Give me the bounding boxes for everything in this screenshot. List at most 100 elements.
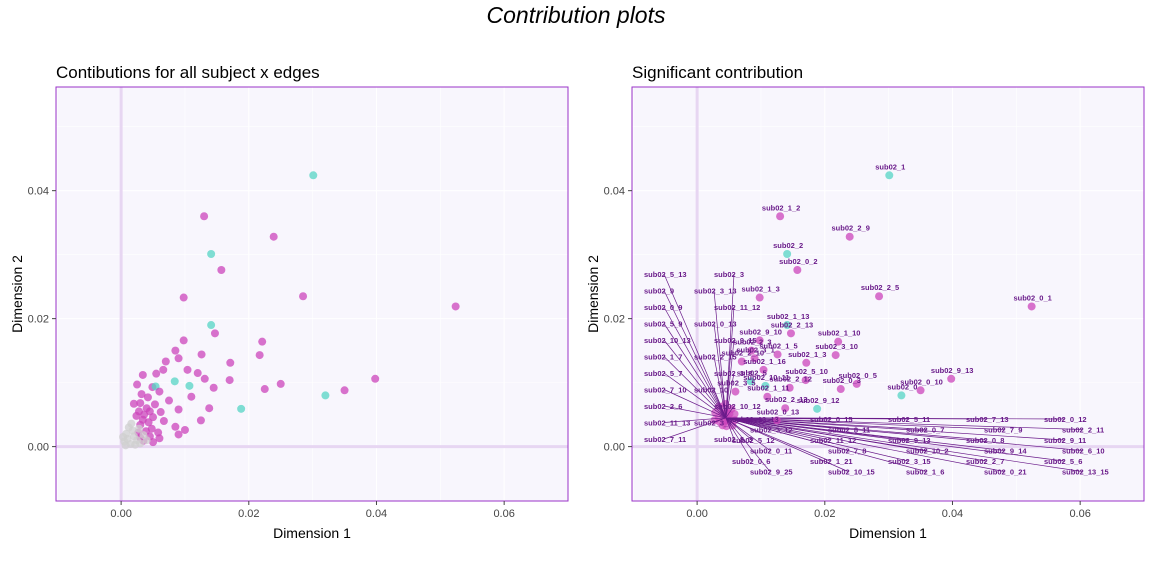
point-label: sub02_0_9 bbox=[644, 303, 682, 312]
label-segment bbox=[725, 417, 771, 472]
point-label: sub02_9_12 bbox=[797, 396, 840, 405]
point-label: sub02_9_10 bbox=[739, 327, 782, 336]
plot-border bbox=[55, 86, 569, 502]
x-tick-label: 0.06 bbox=[493, 508, 514, 520]
label-segment bbox=[725, 339, 735, 418]
data-point bbox=[193, 369, 202, 378]
data-point bbox=[209, 383, 218, 392]
point-label: sub02_0_12 bbox=[1044, 415, 1087, 424]
point-label: sub02_3_1 bbox=[736, 345, 774, 354]
point-label: sub02_1_16 bbox=[743, 357, 786, 366]
y-tick-label: 0.00 bbox=[28, 442, 49, 454]
point-label: sub02_5_7 bbox=[644, 369, 682, 378]
data-point bbox=[156, 408, 165, 417]
point-label: sub02_7_9 bbox=[984, 426, 1022, 435]
data-point bbox=[731, 387, 740, 396]
label-segment bbox=[663, 372, 727, 419]
label-segment bbox=[663, 356, 727, 419]
data-point bbox=[802, 358, 811, 367]
data-point bbox=[159, 417, 168, 426]
label-segment bbox=[725, 417, 849, 472]
data-point bbox=[187, 392, 196, 401]
data-point bbox=[200, 212, 209, 221]
label-segment bbox=[725, 417, 1005, 472]
point-label: sub02_5_11 bbox=[888, 415, 930, 424]
point-label: sub02_5 bbox=[737, 368, 767, 377]
data-point bbox=[309, 171, 318, 180]
plot-border bbox=[631, 86, 1145, 502]
data-point bbox=[761, 381, 770, 390]
point-label: sub02_1_3 bbox=[788, 350, 826, 359]
y-tick-label: 0.02 bbox=[28, 314, 49, 326]
data-point bbox=[121, 441, 130, 450]
point-label: sub02_2_13 bbox=[771, 320, 814, 329]
point-label: sub02_5_9 bbox=[644, 320, 682, 329]
data-point bbox=[159, 365, 168, 374]
point-label: sub02_2_12 bbox=[769, 375, 812, 384]
label-segment bbox=[663, 306, 727, 418]
point-label: sub02_2_11 bbox=[1062, 426, 1104, 435]
label-segment bbox=[725, 417, 753, 441]
data-point bbox=[237, 404, 246, 413]
data-point bbox=[776, 212, 785, 221]
data-point bbox=[916, 386, 925, 395]
data-point bbox=[783, 250, 792, 259]
data-point bbox=[142, 436, 151, 445]
point-label: sub02_0_8 bbox=[966, 436, 1004, 445]
point-label: sub02_7_13 bbox=[966, 415, 1009, 424]
point-label: sub02_9_25 bbox=[750, 468, 793, 477]
point-label: sub02_7_10 bbox=[644, 386, 687, 395]
data-point bbox=[836, 385, 845, 394]
data-point bbox=[207, 321, 216, 330]
point-label: sub02_0_13 bbox=[694, 320, 737, 329]
data-point bbox=[276, 379, 285, 388]
point-label: sub02_3_10 bbox=[815, 342, 858, 351]
label-segment bbox=[663, 417, 726, 440]
point-label: sub02_0_7 bbox=[906, 426, 944, 435]
data-point bbox=[174, 430, 183, 439]
data-point bbox=[210, 329, 219, 338]
point-label: sub02_9_14 bbox=[984, 447, 1027, 456]
point-label: sub02_11_12 bbox=[714, 303, 760, 312]
point-label: sub02_2_7 bbox=[966, 457, 1004, 466]
point-label: sub02_2_3 bbox=[733, 338, 771, 347]
point-label: sub02_1_6 bbox=[906, 468, 944, 477]
point-label: sub02_5_12 bbox=[732, 436, 775, 445]
cluster-point bbox=[725, 410, 734, 419]
point-label: sub02_1_21 bbox=[810, 457, 853, 466]
data-point bbox=[746, 377, 755, 386]
data-point bbox=[144, 418, 153, 427]
point-label: sub02_3_15 bbox=[888, 457, 931, 466]
label-segments bbox=[663, 273, 1083, 472]
data-point bbox=[171, 346, 180, 355]
label-segment bbox=[725, 417, 1005, 430]
panel-1: Contibutions for all subject x edges 0.00… bbox=[9, 63, 569, 541]
y-tick-label: 0.00 bbox=[604, 442, 625, 454]
point-label: sub02_7_11 bbox=[644, 435, 686, 444]
data-point bbox=[755, 293, 764, 302]
data-point bbox=[897, 391, 906, 400]
data-point bbox=[947, 374, 956, 383]
label-segment bbox=[725, 417, 831, 462]
label-segment bbox=[725, 417, 1083, 472]
label-segment bbox=[663, 405, 726, 419]
data-point bbox=[136, 399, 145, 408]
label-segment bbox=[713, 290, 727, 418]
data-point bbox=[226, 358, 235, 367]
label-segment bbox=[713, 389, 727, 418]
data-point bbox=[834, 337, 843, 346]
data-point bbox=[747, 346, 756, 355]
point-label: sub02_2_15 bbox=[694, 353, 737, 362]
label-segment bbox=[725, 417, 909, 462]
data-point bbox=[185, 381, 194, 390]
data-point bbox=[1027, 302, 1036, 311]
point-label: sub02_6_10 bbox=[1062, 447, 1105, 456]
data-point bbox=[119, 433, 128, 442]
panel-2: Significant contribution 0.00 0.02 0.04 0.06… bbox=[585, 63, 1145, 541]
data-point bbox=[143, 393, 152, 402]
point-label: sub02_0_10 bbox=[900, 377, 943, 386]
point-label: sub02_8_3 bbox=[714, 435, 752, 444]
point-label: sub02_13_15 bbox=[1062, 468, 1109, 477]
label-segment bbox=[725, 417, 753, 462]
data-point bbox=[183, 365, 192, 374]
